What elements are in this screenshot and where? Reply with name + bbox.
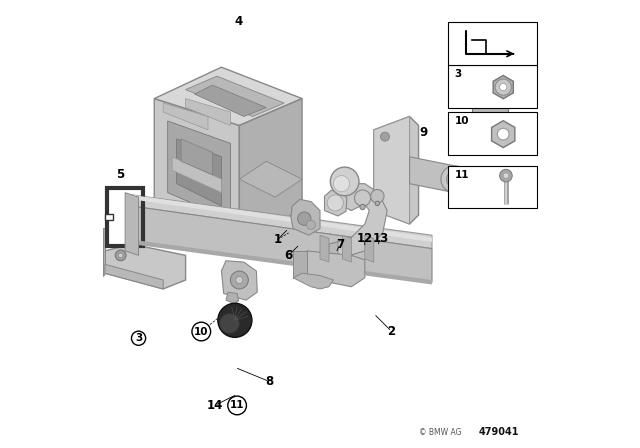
Circle shape — [503, 173, 509, 178]
Polygon shape — [221, 261, 257, 300]
Polygon shape — [293, 251, 307, 278]
Polygon shape — [239, 161, 302, 197]
Circle shape — [230, 271, 248, 289]
Polygon shape — [320, 235, 329, 262]
Polygon shape — [472, 74, 499, 77]
Polygon shape — [132, 195, 432, 242]
Text: 4: 4 — [234, 15, 243, 28]
Circle shape — [495, 79, 511, 95]
Polygon shape — [239, 99, 302, 237]
Text: 10: 10 — [454, 116, 469, 126]
Polygon shape — [132, 195, 432, 249]
Bar — [486, 87, 490, 108]
Polygon shape — [163, 103, 208, 130]
Polygon shape — [154, 67, 302, 125]
Circle shape — [446, 171, 463, 187]
Circle shape — [118, 253, 123, 258]
Bar — [479, 87, 484, 108]
Circle shape — [380, 132, 390, 141]
Circle shape — [115, 250, 126, 261]
Text: 14: 14 — [207, 399, 223, 412]
Bar — [448, 22, 538, 65]
Bar — [493, 87, 497, 108]
Text: 7: 7 — [336, 237, 344, 251]
Polygon shape — [181, 139, 212, 175]
Circle shape — [360, 204, 365, 210]
Circle shape — [220, 314, 239, 333]
Circle shape — [500, 169, 512, 182]
Polygon shape — [320, 184, 387, 258]
Polygon shape — [374, 116, 419, 224]
Circle shape — [441, 166, 468, 193]
Text: 3: 3 — [454, 69, 461, 79]
Text: 1: 1 — [273, 233, 282, 246]
Bar — [448, 65, 538, 108]
Polygon shape — [342, 235, 351, 262]
Polygon shape — [132, 240, 432, 284]
Polygon shape — [472, 81, 508, 112]
Text: 10: 10 — [194, 327, 209, 336]
Polygon shape — [186, 76, 284, 116]
Polygon shape — [324, 190, 347, 216]
Polygon shape — [172, 157, 221, 193]
Polygon shape — [103, 228, 105, 276]
Polygon shape — [177, 139, 221, 206]
Bar — [105, 214, 113, 220]
Text: 8: 8 — [266, 375, 274, 388]
Polygon shape — [365, 235, 374, 262]
Bar — [448, 112, 538, 155]
Text: 479041: 479041 — [479, 427, 520, 437]
Polygon shape — [293, 273, 333, 289]
Circle shape — [375, 201, 380, 206]
Polygon shape — [472, 69, 499, 73]
Polygon shape — [492, 121, 515, 147]
Polygon shape — [168, 121, 230, 220]
Circle shape — [236, 276, 243, 284]
Circle shape — [307, 220, 316, 229]
Polygon shape — [154, 99, 239, 237]
Polygon shape — [374, 116, 410, 224]
Circle shape — [298, 212, 311, 225]
Polygon shape — [125, 193, 139, 255]
Polygon shape — [186, 99, 230, 125]
Text: 3: 3 — [135, 333, 142, 343]
Polygon shape — [195, 85, 266, 116]
Text: 11: 11 — [230, 401, 244, 410]
Polygon shape — [463, 67, 508, 81]
Circle shape — [333, 176, 349, 192]
Polygon shape — [105, 264, 163, 289]
Text: 13: 13 — [372, 232, 388, 245]
Polygon shape — [114, 195, 136, 240]
Text: 6: 6 — [285, 249, 292, 262]
Text: 2: 2 — [388, 325, 396, 338]
Text: 9: 9 — [420, 125, 428, 139]
Circle shape — [497, 128, 509, 140]
Text: 12: 12 — [356, 232, 373, 245]
Circle shape — [327, 195, 343, 211]
Text: 11: 11 — [454, 170, 469, 180]
Polygon shape — [410, 157, 454, 193]
Polygon shape — [226, 292, 239, 304]
Polygon shape — [132, 206, 432, 282]
Circle shape — [371, 190, 384, 203]
Circle shape — [355, 190, 371, 206]
Polygon shape — [105, 244, 186, 289]
Polygon shape — [493, 75, 513, 99]
Polygon shape — [291, 199, 320, 235]
Circle shape — [218, 303, 252, 337]
Polygon shape — [307, 251, 365, 287]
Bar — [448, 166, 538, 208]
Text: 5: 5 — [116, 168, 125, 181]
Circle shape — [500, 83, 507, 90]
Circle shape — [330, 167, 359, 196]
Text: © BMW AG: © BMW AG — [419, 428, 461, 437]
Polygon shape — [329, 242, 338, 260]
